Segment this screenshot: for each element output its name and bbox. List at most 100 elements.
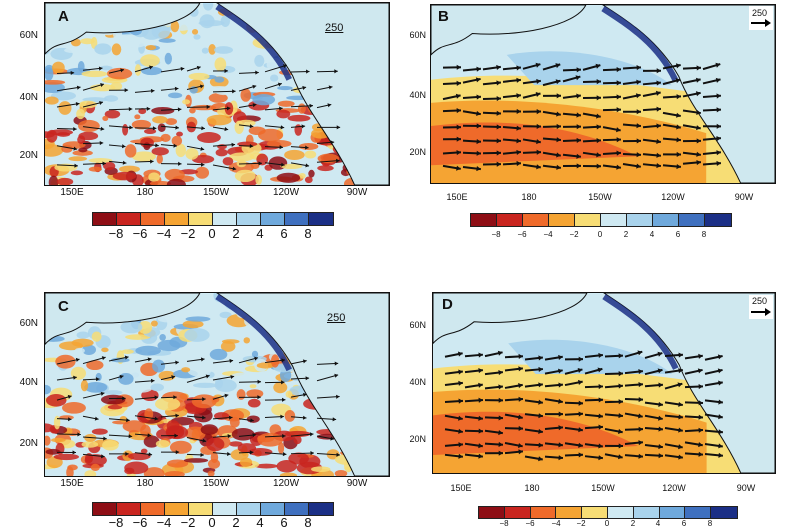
anomaly-patch <box>45 393 67 407</box>
wind-arrow-head <box>129 125 133 130</box>
colorbar-swatch <box>627 214 653 226</box>
anomaly-patch <box>251 350 259 358</box>
anomaly-patch <box>234 169 256 183</box>
wind-arrow-head <box>476 66 481 72</box>
anomaly-patch <box>118 372 134 385</box>
wind-arrow-head <box>146 106 151 111</box>
anomaly-patch <box>135 345 161 356</box>
anomaly-patch <box>134 114 141 120</box>
wind-arrow-head <box>597 367 603 373</box>
wind-arrow-head <box>496 161 501 167</box>
wind-arrow-head <box>596 95 601 101</box>
wind-arrow-head <box>258 161 262 166</box>
wind-arrow-shaft <box>212 375 235 381</box>
wind-arrow-head <box>458 442 463 448</box>
wind-arrow-head <box>334 373 339 378</box>
colorbar-swatch <box>582 507 608 518</box>
anomaly-patch <box>124 144 137 158</box>
wind-arrow-shaft <box>290 433 314 437</box>
anomaly-patch <box>193 34 201 40</box>
wind-arrow-head <box>98 66 103 71</box>
wind-arrow-head <box>498 415 503 421</box>
anomaly-patch <box>112 171 137 181</box>
wind-arrow-head <box>556 152 561 158</box>
wind-arrow-head <box>558 368 563 374</box>
wind-arrow-head <box>309 432 314 437</box>
anomaly-patch <box>84 470 97 476</box>
anomaly-patch <box>140 54 160 67</box>
wind-arrow-head <box>496 64 501 70</box>
colorbar-tick: −4 <box>156 515 172 530</box>
wind-arrow-head <box>498 441 503 448</box>
anomaly-patch <box>206 114 232 126</box>
map-d-field <box>433 293 775 473</box>
wind-arrow-head <box>283 64 287 69</box>
anomaly-patch <box>157 123 166 133</box>
wind-arrow-head <box>698 400 703 406</box>
anomaly-patch <box>145 44 157 51</box>
wind-arrow-head <box>535 62 541 68</box>
colorbar-swatch <box>530 507 557 518</box>
anomaly-patch <box>276 460 298 473</box>
reference-vector-box: 250 <box>749 6 773 30</box>
anomaly-patch <box>130 383 153 393</box>
wind-arrow-head <box>698 427 703 433</box>
anomaly-patch <box>185 148 199 160</box>
anomaly-patch <box>191 104 217 111</box>
anomaly-patch <box>298 142 319 150</box>
anomaly-patch <box>71 338 94 347</box>
colorbar-swatch <box>705 214 731 226</box>
wind-arrow-head <box>456 149 461 156</box>
wind-arrow-head <box>455 93 461 99</box>
colorbar-tick: −8 <box>491 230 501 239</box>
wind-arrow-head <box>496 124 501 130</box>
anomaly-patch <box>254 463 278 469</box>
anomaly-patch <box>149 180 172 185</box>
wind-arrow-head <box>302 415 307 420</box>
colorbar-swatch <box>141 503 165 515</box>
anomaly-patch <box>91 331 102 342</box>
wind-arrow-head <box>224 127 229 132</box>
wind-arrow-head <box>516 93 521 99</box>
colorbar-tick: −6 <box>517 230 527 239</box>
wind-arrow-head <box>68 417 72 422</box>
wind-arrow-head <box>616 107 621 113</box>
wind-arrow-head <box>516 138 521 144</box>
anomaly-patch <box>119 415 128 423</box>
anomaly-patch <box>284 430 311 437</box>
wind-arrow-head <box>577 379 583 385</box>
colorbar-tick: 0 <box>208 515 216 530</box>
wind-arrow-head <box>616 94 621 100</box>
wind-arrow-head <box>658 382 663 388</box>
colorbar-tick: 4 <box>655 519 661 528</box>
anomaly-patch <box>256 362 275 369</box>
wind-arrow-head <box>232 89 236 94</box>
wind-arrow-head <box>516 108 521 115</box>
wind-arrow-head <box>678 427 683 433</box>
lon-label: 150E <box>60 478 84 489</box>
wind-arrow-head <box>695 77 701 83</box>
wind-arrow-head <box>327 103 332 108</box>
wind-arrow-head <box>281 162 285 167</box>
wind-arrow-head <box>598 424 603 430</box>
wind-arrow-shaft <box>316 374 339 382</box>
anomaly-patch <box>122 124 129 136</box>
wind-arrow-head <box>281 380 285 385</box>
wind-arrow-shaft <box>56 86 81 92</box>
reference-vector-label: 250 <box>325 22 344 34</box>
wind-arrow-head <box>175 413 179 418</box>
anomaly-patch <box>207 470 215 476</box>
wind-arrow-head <box>498 430 503 436</box>
anomaly-patch <box>166 178 186 185</box>
wind-arrow-head <box>254 356 259 361</box>
anomaly-patch <box>228 441 243 447</box>
wind-arrow-head <box>596 124 601 130</box>
wind-arrow-shaft <box>82 356 106 365</box>
wind-arrow-shaft <box>264 435 286 438</box>
wind-arrow-head <box>655 90 661 96</box>
wind-arrow-head <box>175 125 179 130</box>
wind-arrow-shaft <box>186 374 210 383</box>
wind-arrow-head <box>678 414 683 420</box>
anomaly-patch <box>192 382 218 388</box>
anomaly-patch <box>45 96 59 105</box>
